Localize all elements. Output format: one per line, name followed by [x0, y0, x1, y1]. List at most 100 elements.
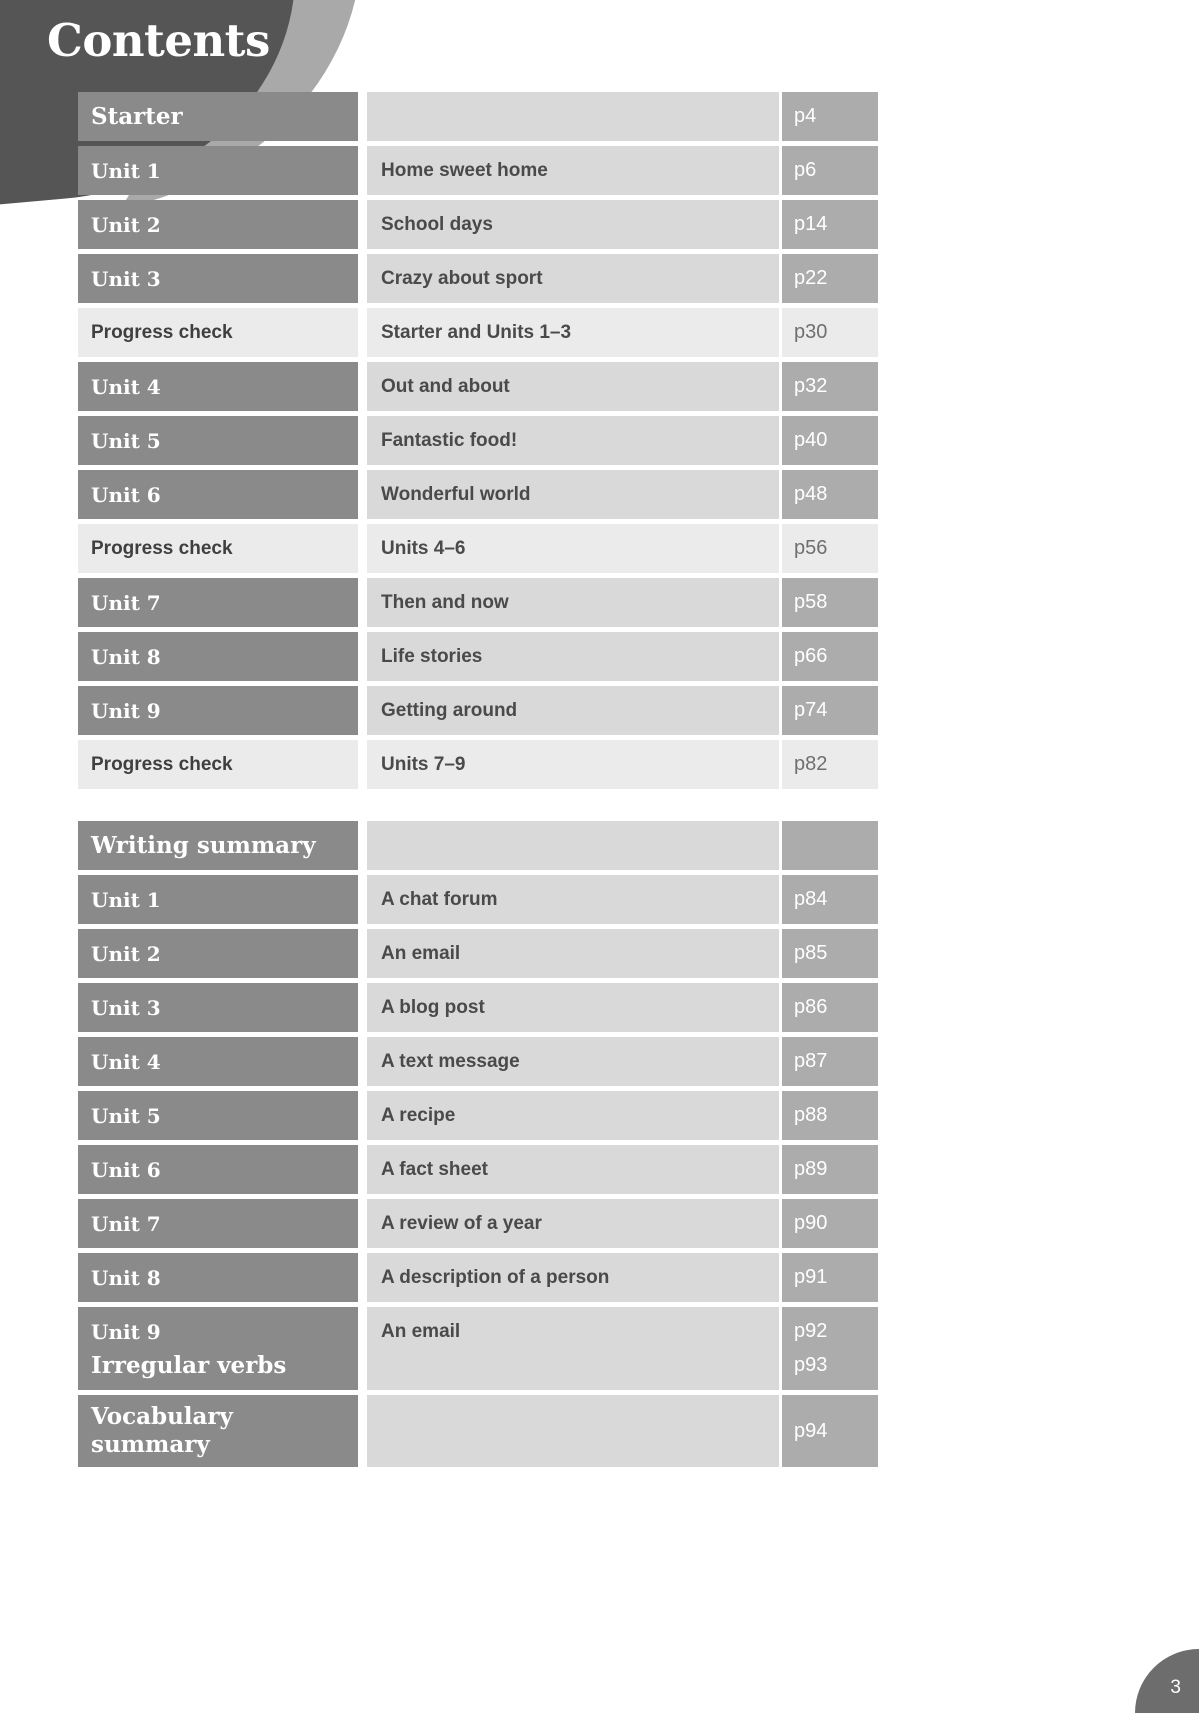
row-label: Progress check: [78, 308, 358, 357]
row-page-number: p30: [782, 308, 878, 357]
row-label: Unit 6: [78, 1145, 358, 1194]
row-page-number: p6: [782, 146, 878, 195]
row-label: Starter: [78, 92, 358, 141]
row-label: Vocabulary summary: [78, 1395, 358, 1467]
page-number: 3: [1170, 1677, 1181, 1698]
row-topic: Out and about: [367, 362, 779, 411]
table-row: Writing summary: [78, 821, 878, 870]
table-row: Progress check Starter and Units 1–3 p30: [78, 308, 878, 357]
row-label: Unit 7: [78, 1199, 358, 1248]
row-topic: A recipe: [367, 1091, 779, 1140]
row-label: Unit 5: [78, 416, 358, 465]
row-topic: [367, 821, 779, 870]
row-topic: A description of a person: [367, 1253, 779, 1302]
row-page-number: p56: [782, 524, 878, 573]
row-topic: A text message: [367, 1037, 779, 1086]
row-page-number: p66: [782, 632, 878, 681]
toc-table-main: Starter p4 Unit 1 Home sweet home p6 Unit 2 Sc…: [78, 92, 878, 794]
row-page-number: p90: [782, 1199, 878, 1248]
row-page-number: p94: [782, 1395, 878, 1467]
table-row: Irregular verbs p93: [78, 1341, 878, 1390]
row-page-number: p86: [782, 983, 878, 1032]
row-topic: A blog post: [367, 983, 779, 1032]
row-label: Irregular verbs: [78, 1341, 358, 1390]
row-page-number: p14: [782, 200, 878, 249]
row-topic: Then and now: [367, 578, 779, 627]
table-row: Progress check Units 4–6 p56: [78, 524, 878, 573]
row-page-number: p87: [782, 1037, 878, 1086]
row-topic: Life stories: [367, 632, 779, 681]
row-topic: [367, 1395, 779, 1467]
row-topic: Fantastic food!: [367, 416, 779, 465]
row-page-number: p48: [782, 470, 878, 519]
row-label: Unit 7: [78, 578, 358, 627]
row-page-number: p22: [782, 254, 878, 303]
row-topic: [367, 92, 779, 141]
row-topic: Home sweet home: [367, 146, 779, 195]
row-label: Unit 2: [78, 200, 358, 249]
table-row: Unit 2 School days p14: [78, 200, 878, 249]
row-page-number: p93: [782, 1341, 878, 1390]
row-topic: A fact sheet: [367, 1145, 779, 1194]
row-topic: Crazy about sport: [367, 254, 779, 303]
row-topic: Starter and Units 1–3: [367, 308, 779, 357]
table-row: Unit 9 Getting around p74: [78, 686, 878, 735]
row-topic: School days: [367, 200, 779, 249]
row-label: Unit 2: [78, 929, 358, 978]
row-label: Unit 1: [78, 146, 358, 195]
table-row: Starter p4: [78, 92, 878, 141]
row-page-number: [782, 821, 878, 870]
row-page-number: p74: [782, 686, 878, 735]
row-topic: Units 7–9: [367, 740, 779, 789]
row-label: Unit 4: [78, 362, 358, 411]
table-row: Unit 7 Then and now p58: [78, 578, 878, 627]
row-label: Unit 9: [78, 686, 358, 735]
row-topic: A review of a year: [367, 1199, 779, 1248]
row-page-number: p88: [782, 1091, 878, 1140]
table-row: Vocabulary summary p94: [78, 1395, 878, 1467]
table-row: Unit 2 An email p85: [78, 929, 878, 978]
row-topic: [367, 1341, 779, 1390]
row-label: Unit 3: [78, 254, 358, 303]
table-row: Unit 5 Fantastic food! p40: [78, 416, 878, 465]
table-row: Progress check Units 7–9 p82: [78, 740, 878, 789]
row-topic: Getting around: [367, 686, 779, 735]
row-label: Unit 6: [78, 470, 358, 519]
row-label: Unit 3: [78, 983, 358, 1032]
row-label: Unit 8: [78, 1253, 358, 1302]
row-page-number: p40: [782, 416, 878, 465]
row-page-number: p91: [782, 1253, 878, 1302]
table-row: Unit 4 Out and about p32: [78, 362, 878, 411]
row-label: Unit 4: [78, 1037, 358, 1086]
row-label: Writing summary: [78, 821, 358, 870]
row-page-number: p89: [782, 1145, 878, 1194]
row-page-number: p82: [782, 740, 878, 789]
row-label: Progress check: [78, 524, 358, 573]
page-title: Contents: [47, 14, 270, 67]
table-row: Unit 8 Life stories p66: [78, 632, 878, 681]
toc-table-extras: Irregular verbs p93 Vocabulary summary p94: [78, 1341, 878, 1472]
page-number-badge: 3: [1135, 1649, 1199, 1713]
row-topic: An email: [367, 929, 779, 978]
row-label: Progress check: [78, 740, 358, 789]
row-label: Unit 5: [78, 1091, 358, 1140]
table-row: Unit 6 Wonderful world p48: [78, 470, 878, 519]
row-page-number: p58: [782, 578, 878, 627]
table-row: Unit 3 Crazy about sport p22: [78, 254, 878, 303]
row-page-number: p85: [782, 929, 878, 978]
row-page-number: p32: [782, 362, 878, 411]
row-topic: A chat forum: [367, 875, 779, 924]
row-label: Unit 1: [78, 875, 358, 924]
row-topic: Wonderful world: [367, 470, 779, 519]
row-topic: Units 4–6: [367, 524, 779, 573]
row-page-number: p84: [782, 875, 878, 924]
